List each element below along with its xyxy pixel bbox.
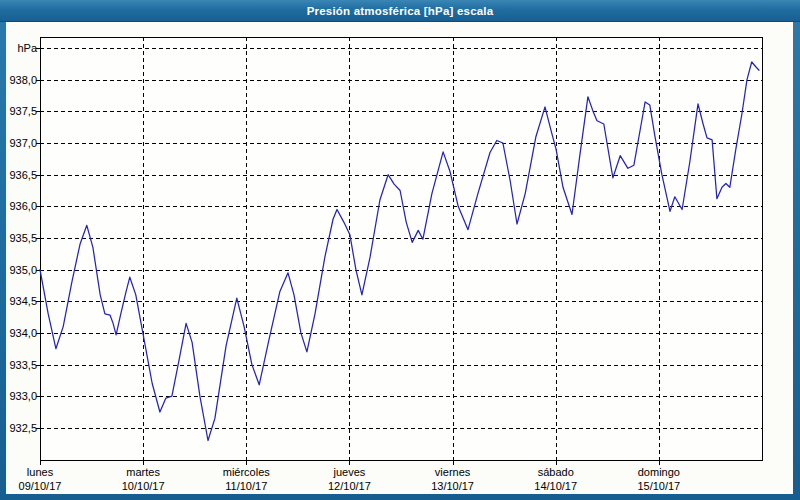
day-label-lunes: lunes09/10/17 — [0, 465, 88, 494]
y-axis-tick-label: 938,0 — [0, 73, 37, 87]
weekday-name: jueves — [301, 465, 397, 479]
date-label: 13/10/17 — [405, 479, 501, 494]
pressure-chart-window: Presión atmosférica [hPa] escala hPa938,… — [0, 0, 800, 500]
day-label-miércoles: miércoles11/10/17 — [198, 465, 294, 494]
day-label-viernes: viernes13/10/17 — [405, 465, 501, 494]
y-axis-tick-label: 935,0 — [0, 263, 37, 277]
weekday-name: domingo — [611, 465, 707, 479]
weekday-name: lunes — [0, 465, 88, 479]
date-label: 12/10/17 — [301, 479, 397, 494]
y-axis-tick-label: 935,5 — [0, 231, 37, 245]
pressure-line-chart — [0, 0, 800, 500]
y-axis-tick-label: 936,5 — [0, 168, 37, 182]
y-axis-tick-label: 934,5 — [0, 294, 37, 308]
weekday-name: viernes — [405, 465, 501, 479]
date-label: 14/10/17 — [508, 479, 604, 494]
day-label-sábado: sábado14/10/17 — [508, 465, 604, 494]
day-label-domingo: domingo15/10/17 — [611, 465, 707, 494]
y-axis-tick-label: 934,0 — [0, 326, 37, 340]
weekday-name: martes — [95, 465, 191, 479]
date-label: 11/10/17 — [198, 479, 294, 494]
y-axis-tick-label: 937,5 — [0, 104, 37, 118]
date-label: 09/10/17 — [0, 479, 88, 494]
weekday-name: miércoles — [198, 465, 294, 479]
y-axis-unit-label: hPa — [0, 41, 37, 55]
date-label: 10/10/17 — [95, 479, 191, 494]
y-axis-tick-label: 933,5 — [0, 358, 37, 372]
y-axis-tick-label: 932,5 — [0, 421, 37, 435]
day-label-jueves: jueves12/10/17 — [301, 465, 397, 494]
y-axis-tick-label: 933,0 — [0, 389, 37, 403]
date-label: 15/10/17 — [611, 479, 707, 494]
day-label-martes: martes10/10/17 — [95, 465, 191, 494]
y-axis-tick-label: 937,0 — [0, 136, 37, 150]
y-axis-tick-label: 936,0 — [0, 199, 37, 213]
weekday-name: sábado — [508, 465, 604, 479]
